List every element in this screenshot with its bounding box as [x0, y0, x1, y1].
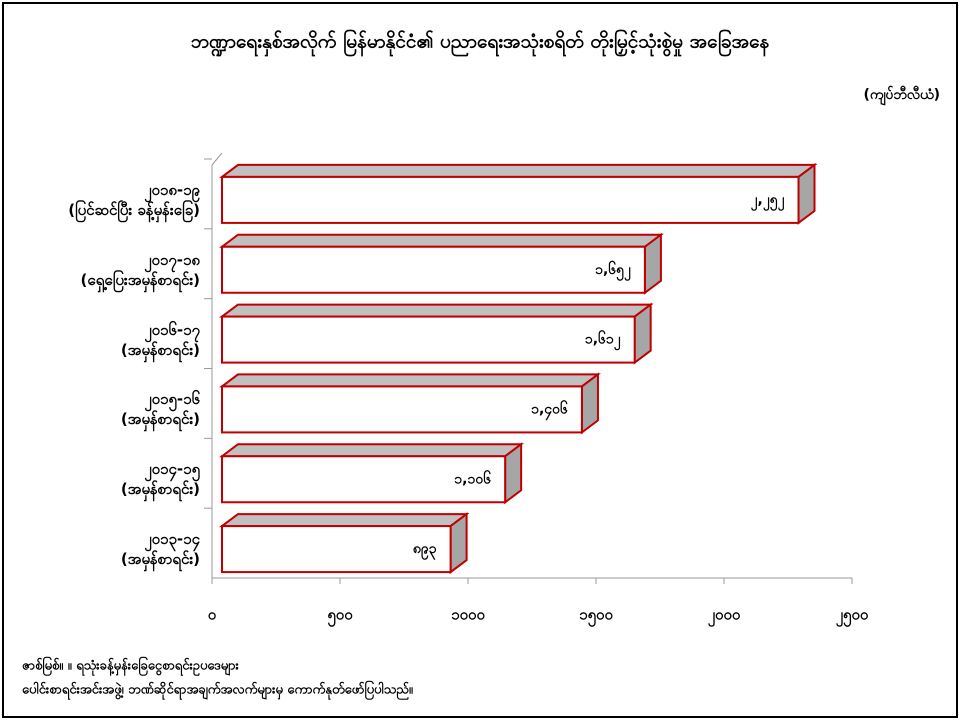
- bar-top: [219, 443, 525, 458]
- x-tick-label: ၁၅၀၀: [579, 606, 613, 628]
- bar-top: [219, 513, 470, 528]
- x-tick-label: ၁၀၀၀: [451, 606, 485, 624]
- x-tick-label: ၂၅၀၀: [836, 606, 869, 628]
- axis-wall: [211, 152, 223, 166]
- unit-label: (ကျပ်ဘီလီယံ): [864, 86, 940, 106]
- value-label: ၂,၂၅၂: [751, 192, 786, 211]
- bar-top: [219, 233, 664, 248]
- category-label: ၂၀၁၈-၁၉ (ပြင်ဆင်ပြီး ခန့်မှန်းခြေ): [68, 180, 200, 219]
- bar: [221, 315, 636, 364]
- category-label: ၂၀၁၇-၁၈ (ရှေ့ပြေးအမှန်စာရင်း): [80, 250, 200, 289]
- source-line: ပေါင်းစာရင်းအင်းအဖွဲ့၊ ဘဏ်ဆိုင်ရာအချက်အလ…: [22, 680, 414, 701]
- bar: [221, 455, 507, 504]
- bar: [221, 245, 646, 294]
- value-label: ၁,၆၅၂: [595, 261, 632, 281]
- bar: [221, 385, 583, 434]
- bar: [221, 525, 452, 574]
- category-label: ၂၀၁၃-၁၄ (အမှန်စာရင်း): [120, 530, 200, 569]
- x-tick-label: ၀: [208, 606, 217, 624]
- value-label: ၈၉၃: [413, 541, 437, 560]
- category-label: ၂၀၁၄-၁၅ (အမှန်စာရင်း): [120, 460, 200, 499]
- bar-top: [219, 163, 818, 178]
- source-line: ဇာစ်မြစ်။ ။ ရသုံးခန့်မှန်းခြေငွေစာရင်းဥပ…: [22, 656, 240, 677]
- category-label: ၂၀၁၅-၁၆ (အမှန်စာရင်း): [120, 390, 200, 429]
- bar-top: [219, 373, 601, 388]
- bar: [221, 175, 800, 224]
- category-label: ၂၀၁၆-၁၇ (အမှန်စာရင်း): [120, 320, 200, 359]
- chart-title: ဘဏ္ဍာရေးနှစ်အလိုက် မြန်မာနိုင်ငံ၏ ပညာရေး…: [191, 28, 770, 58]
- bar-top: [219, 303, 654, 318]
- x-tick-label: ၂၀၀၀: [708, 606, 741, 628]
- value-label: ၁,၆၁၂: [585, 331, 622, 351]
- value-label: ၁,၄၀၆: [531, 400, 569, 420]
- value-label: ၁,၁၀၆: [454, 470, 492, 487]
- x-tick-label: ၅၀၀: [327, 606, 353, 628]
